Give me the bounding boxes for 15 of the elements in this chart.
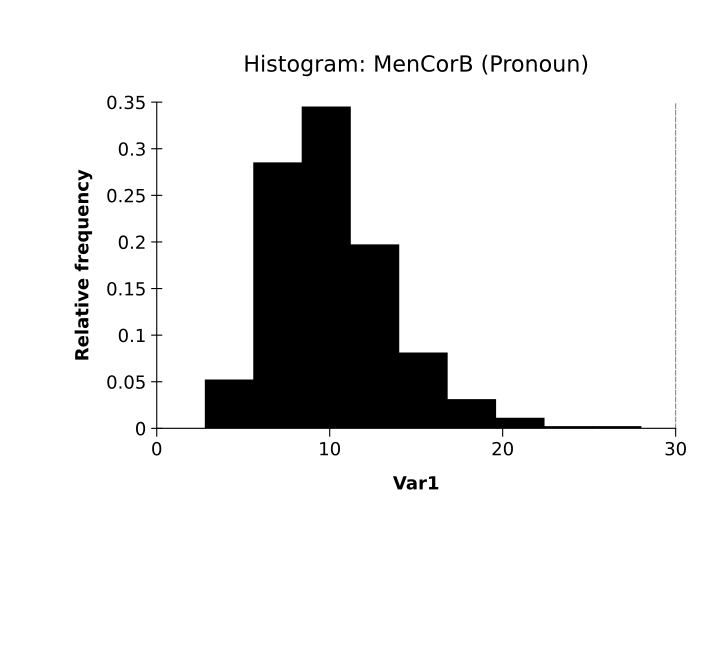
y-tick-label: 0.3: [118, 142, 145, 156]
x-tick-label: 0: [152, 442, 162, 456]
x-tick-label: 10: [320, 442, 340, 456]
x-axis-title: Var1: [392, 476, 438, 490]
y-tick-label: 0.25: [107, 188, 145, 202]
y-tick-label: 0.15: [107, 282, 145, 296]
y-tick-label: 0.35: [107, 96, 145, 110]
chart-title: Histogram: MenCorB (Pronoun): [245, 54, 588, 76]
y-tick-label: 0.1: [118, 328, 145, 342]
y-tick-label: 0.2: [118, 235, 145, 250]
x-tick-label: 30: [666, 442, 686, 456]
y-tick-label: 0.05: [107, 375, 145, 389]
y-axis-title: Relative frequency: [74, 170, 92, 360]
x-tick-label: 20: [492, 442, 513, 456]
y-tick-label: 0: [136, 422, 146, 436]
